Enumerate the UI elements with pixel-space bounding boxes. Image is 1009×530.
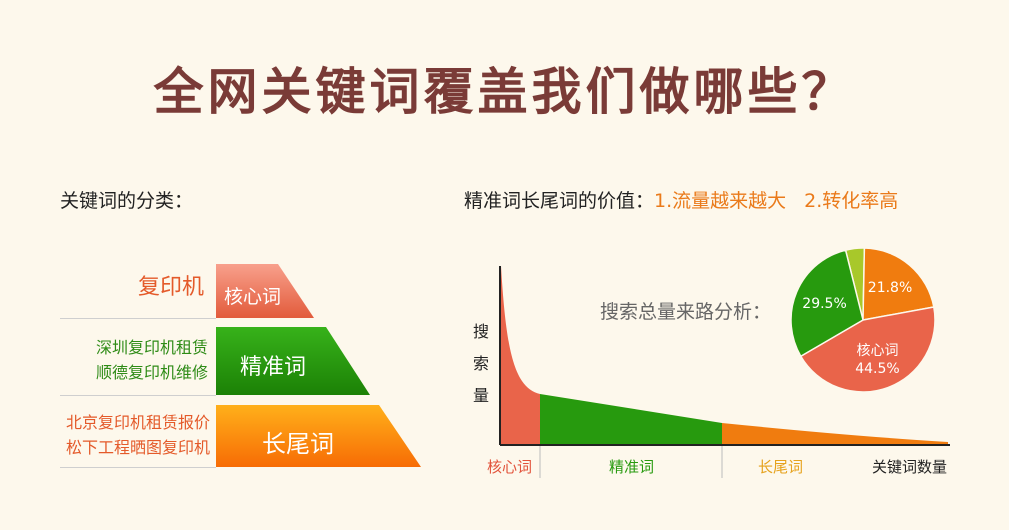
core-keyword-example: 复印机	[137, 275, 204, 300]
pie-value-label: 44.5%	[855, 361, 899, 377]
heading-point-2: 2.转化率高	[804, 190, 899, 212]
core-word-trapezoid	[216, 264, 314, 318]
longtail-word-tag: 长尾词	[262, 430, 334, 458]
heading-point-1: 1.流量越来越大	[654, 190, 787, 212]
divider	[60, 318, 216, 319]
longtail-area	[722, 423, 948, 444]
precise-keyword-example-1: 深圳复印机租赁	[95, 338, 208, 357]
pie-slice	[862, 247, 935, 321]
right-section-heading: 精准词长尾词的价值：1.流量越来越大 2.转化率高	[464, 186, 898, 213]
heading-prefix: 精准词长尾词的价值：	[464, 190, 655, 212]
precise-word-tag: 精准词	[240, 355, 307, 380]
pie-value-label: 核心词	[856, 343, 898, 359]
longtail-word-trapezoid	[216, 405, 421, 467]
x-axis-label: 关键词数量	[872, 458, 948, 476]
x-label-precise: 精准词	[609, 458, 655, 476]
y-axis-label: 搜索量	[472, 322, 489, 405]
pie-caption: 搜索总量来路分析：	[600, 301, 772, 323]
x-label-longtail: 长尾词	[758, 458, 804, 476]
pie-value-label: 29.5%	[802, 296, 846, 312]
pie-slice	[799, 306, 936, 393]
core-word-tag: 核心词	[224, 286, 282, 308]
pie-value-label: 21.8%	[868, 280, 912, 296]
traffic-source-pie: 核心词 44.5% 29.5% 21.8%	[790, 247, 936, 393]
precise-word-trapezoid	[216, 327, 370, 395]
long-tail-chart	[499, 266, 950, 478]
divider	[60, 395, 216, 396]
x-label-core: 核心词	[487, 458, 533, 476]
page-title: 全网关键词覆盖我们做哪些？	[153, 63, 856, 121]
pie-slice	[790, 249, 864, 358]
left-section-heading: 关键词的分类：	[60, 190, 194, 212]
longtail-keyword-example-1: 北京复印机租赁报价	[65, 413, 210, 432]
divider	[60, 467, 216, 468]
longtail-keyword-example-2: 松下工程晒图复印机	[65, 438, 210, 457]
precise-keyword-example-2: 顺德复印机维修	[95, 363, 208, 382]
precise-area	[540, 394, 722, 444]
core-area	[501, 266, 540, 444]
